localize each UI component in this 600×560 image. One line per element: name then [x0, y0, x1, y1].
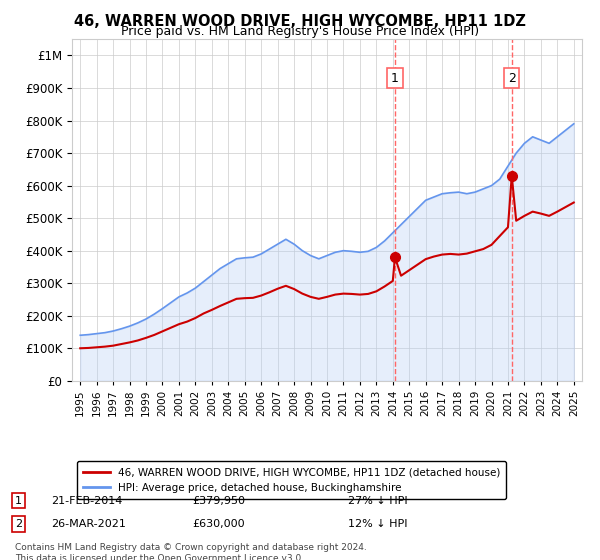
Text: 12% ↓ HPI: 12% ↓ HPI — [348, 519, 407, 529]
Text: Price paid vs. HM Land Registry's House Price Index (HPI): Price paid vs. HM Land Registry's House … — [121, 25, 479, 38]
Text: £630,000: £630,000 — [192, 519, 245, 529]
Text: 27% ↓ HPI: 27% ↓ HPI — [348, 496, 407, 506]
Text: 21-FEB-2014: 21-FEB-2014 — [51, 496, 122, 506]
Text: 1: 1 — [15, 496, 22, 506]
Text: 46, WARREN WOOD DRIVE, HIGH WYCOMBE, HP11 1DZ: 46, WARREN WOOD DRIVE, HIGH WYCOMBE, HP1… — [74, 14, 526, 29]
Text: 1: 1 — [391, 72, 399, 85]
Text: Contains HM Land Registry data © Crown copyright and database right 2024.
This d: Contains HM Land Registry data © Crown c… — [15, 543, 367, 560]
Legend: 46, WARREN WOOD DRIVE, HIGH WYCOMBE, HP11 1DZ (detached house), HPI: Average pri: 46, WARREN WOOD DRIVE, HIGH WYCOMBE, HP1… — [77, 461, 506, 499]
Text: 2: 2 — [15, 519, 22, 529]
Text: 26-MAR-2021: 26-MAR-2021 — [51, 519, 126, 529]
Text: £379,950: £379,950 — [192, 496, 245, 506]
Text: 2: 2 — [508, 72, 515, 85]
